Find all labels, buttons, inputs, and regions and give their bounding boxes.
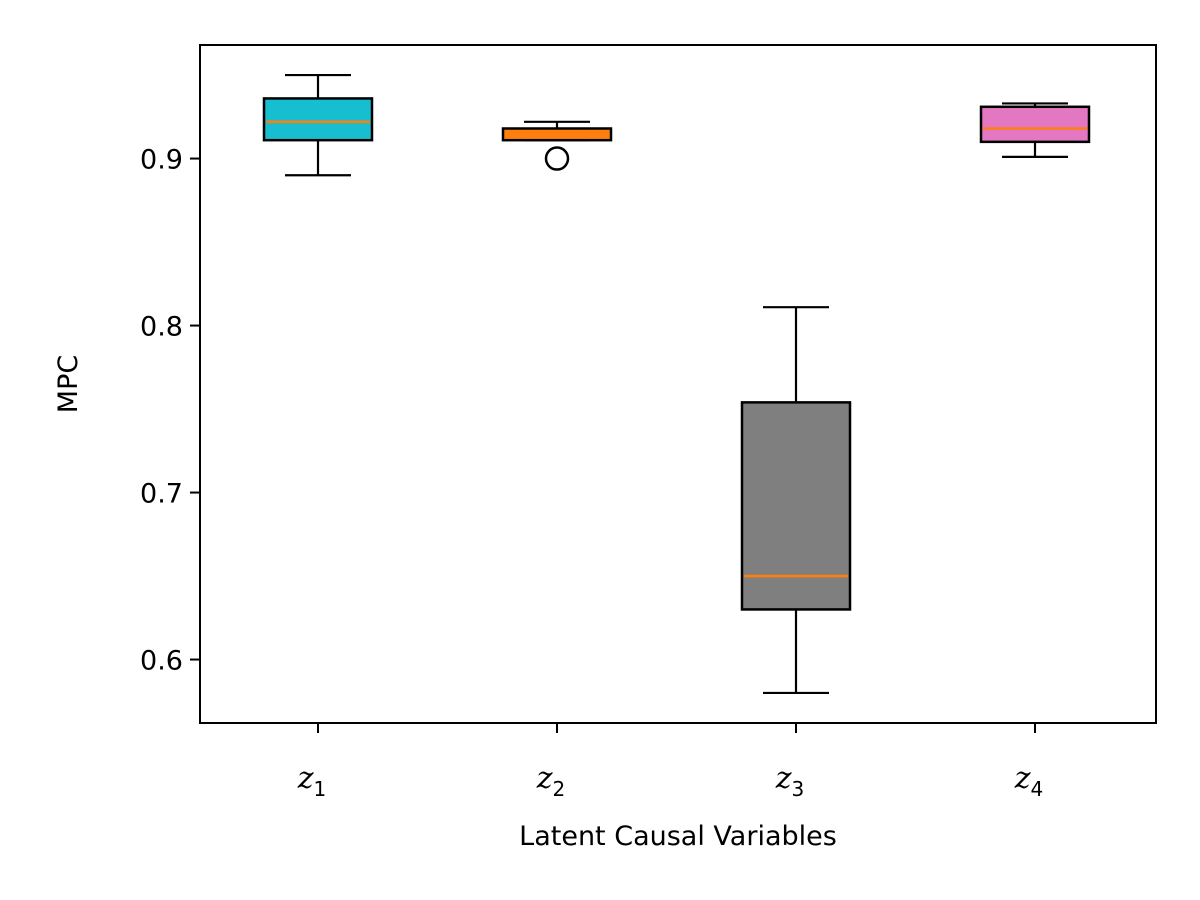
x-tick-label: z3 bbox=[775, 761, 805, 801]
x-tick-label-subscript: 1 bbox=[314, 777, 327, 801]
x-tick-label-subscript: 2 bbox=[553, 777, 566, 801]
x-axis-label: Latent Causal Variables bbox=[519, 821, 837, 852]
box-iqr bbox=[740, 401, 852, 611]
x-tick-label-subscript: 3 bbox=[792, 777, 805, 801]
x-tick-label-base: z bbox=[775, 761, 792, 796]
box-iqr bbox=[262, 97, 374, 142]
outlier-point bbox=[544, 146, 570, 171]
box-3 bbox=[740, 306, 852, 695]
box-4 bbox=[979, 102, 1091, 158]
y-tick-label: 0.8 bbox=[140, 312, 183, 343]
x-tick-label-subscript: 4 bbox=[1031, 777, 1044, 801]
axes-frame bbox=[199, 44, 1157, 724]
plot-area bbox=[262, 73, 1091, 695]
x-tick-label: z4 bbox=[1014, 761, 1044, 801]
y-tick-label: 0.9 bbox=[140, 145, 183, 176]
y-axis-label: MPC bbox=[53, 355, 84, 413]
axes: z1 z2 z3 z40.60.70.80.9 bbox=[140, 145, 1043, 801]
x-tick-label: z2 bbox=[536, 761, 566, 801]
x-tick-label-base: z bbox=[536, 761, 553, 796]
box-1 bbox=[262, 73, 374, 177]
y-tick-label: 0.6 bbox=[140, 646, 183, 677]
box-iqr bbox=[979, 105, 1091, 144]
y-tick-label: 0.7 bbox=[140, 479, 183, 510]
x-tick-label-base: z bbox=[297, 761, 314, 796]
box-2 bbox=[501, 120, 613, 171]
x-tick-label: z1 bbox=[297, 761, 327, 801]
x-tick-label-base: z bbox=[1014, 761, 1031, 796]
